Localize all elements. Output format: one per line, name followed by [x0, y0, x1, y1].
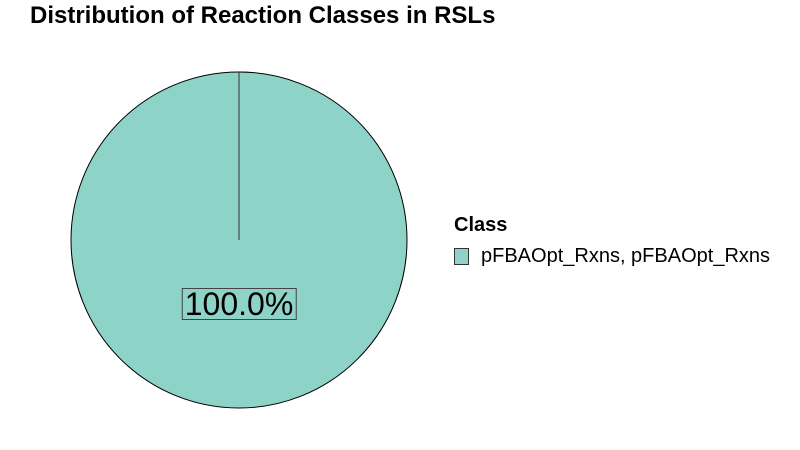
chart-title: Distribution of Reaction Classes in RSLs: [30, 2, 496, 29]
legend-label: pFBAOpt_Rxns, pFBAOpt_Rxns: [481, 245, 771, 267]
legend-title: Class: [454, 214, 508, 236]
legend-swatch: [454, 248, 469, 265]
legend: Class pFBAOpt_Rxns, pFBAOpt_Rxns: [454, 214, 770, 268]
slice-percent-label: 100.0%: [181, 287, 297, 320]
legend-item: pFBAOpt_Rxns, pFBAOpt_Rxns: [454, 245, 770, 268]
